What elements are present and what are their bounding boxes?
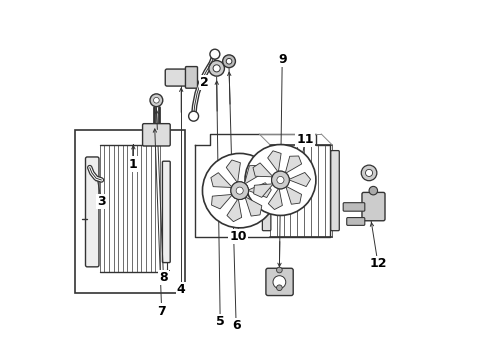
Polygon shape <box>245 165 262 184</box>
Circle shape <box>209 60 224 76</box>
Polygon shape <box>226 160 241 182</box>
Circle shape <box>226 58 232 64</box>
Polygon shape <box>268 151 281 172</box>
Circle shape <box>276 285 282 291</box>
Text: 3: 3 <box>97 195 106 208</box>
Circle shape <box>150 94 163 107</box>
Polygon shape <box>286 186 301 204</box>
Circle shape <box>202 153 277 228</box>
Circle shape <box>361 165 377 181</box>
Text: 6: 6 <box>232 319 241 332</box>
Circle shape <box>245 145 316 215</box>
FancyBboxPatch shape <box>262 150 271 231</box>
Text: 7: 7 <box>157 305 166 318</box>
Text: 4: 4 <box>177 283 186 296</box>
FancyBboxPatch shape <box>331 150 339 231</box>
Polygon shape <box>245 197 262 216</box>
Circle shape <box>210 49 220 59</box>
FancyBboxPatch shape <box>362 192 385 221</box>
Polygon shape <box>289 172 311 186</box>
Circle shape <box>276 267 282 273</box>
Text: 10: 10 <box>229 230 246 243</box>
Text: 5: 5 <box>216 315 224 328</box>
Bar <box>75 130 185 293</box>
Circle shape <box>271 171 289 189</box>
FancyBboxPatch shape <box>343 203 365 211</box>
Polygon shape <box>285 156 302 173</box>
Text: 9: 9 <box>278 53 287 66</box>
Polygon shape <box>211 173 232 188</box>
Polygon shape <box>227 199 242 222</box>
Circle shape <box>277 176 284 184</box>
Text: 12: 12 <box>369 257 387 270</box>
Text: 2: 2 <box>200 76 209 89</box>
FancyBboxPatch shape <box>347 217 365 225</box>
FancyBboxPatch shape <box>85 157 99 267</box>
Circle shape <box>271 171 289 189</box>
FancyBboxPatch shape <box>162 161 170 262</box>
Circle shape <box>189 111 198 121</box>
Circle shape <box>236 187 243 194</box>
Text: 8: 8 <box>159 271 168 284</box>
Circle shape <box>231 182 248 199</box>
Circle shape <box>366 169 372 176</box>
Circle shape <box>153 98 159 103</box>
FancyBboxPatch shape <box>165 69 192 86</box>
FancyBboxPatch shape <box>185 67 197 88</box>
Circle shape <box>222 55 235 68</box>
FancyBboxPatch shape <box>266 268 293 296</box>
Polygon shape <box>253 163 272 177</box>
Circle shape <box>369 186 378 195</box>
Text: 1: 1 <box>129 158 138 171</box>
FancyBboxPatch shape <box>143 123 170 146</box>
Text: 11: 11 <box>296 133 314 146</box>
Polygon shape <box>212 194 232 209</box>
Polygon shape <box>254 184 273 197</box>
Circle shape <box>213 65 220 72</box>
Polygon shape <box>269 189 282 210</box>
Circle shape <box>231 182 248 199</box>
Circle shape <box>273 276 286 288</box>
Polygon shape <box>248 183 271 198</box>
